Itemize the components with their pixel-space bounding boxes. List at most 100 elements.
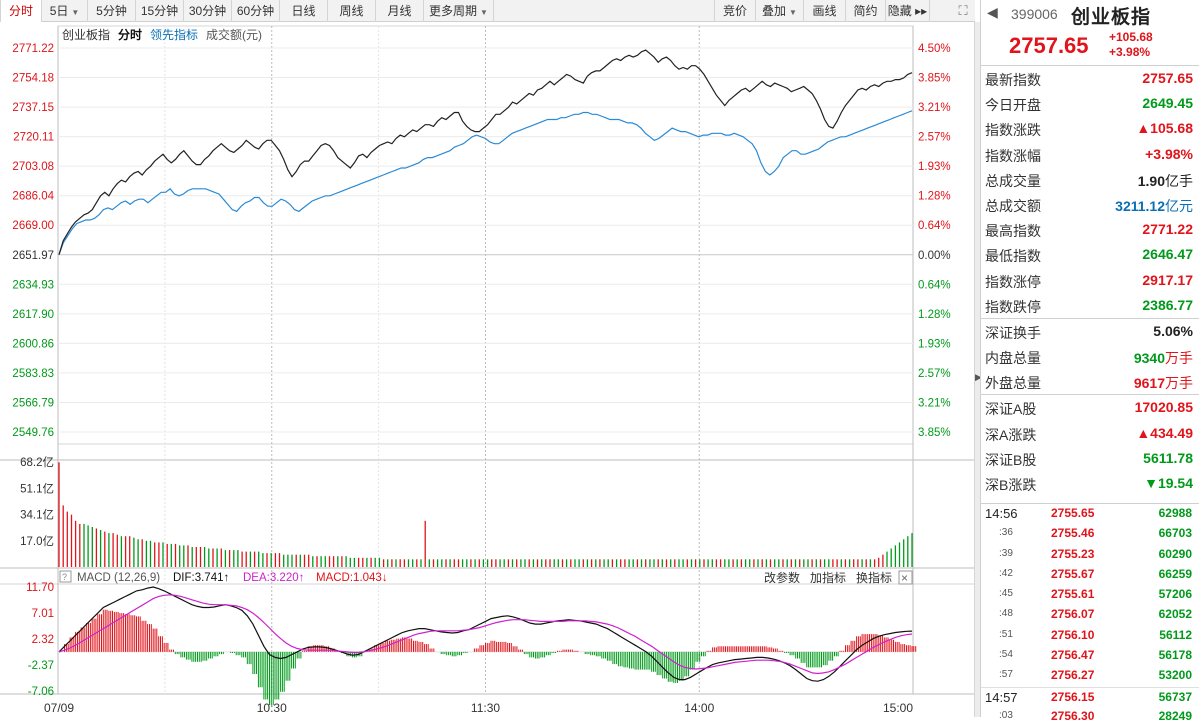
stat-label: 今日开盘	[985, 97, 1041, 114]
dif-line	[58, 586, 913, 682]
period-tab-3[interactable]: 15分钟	[136, 0, 184, 22]
stat-label: 深A涨跌	[985, 426, 1037, 443]
period-tab-8[interactable]: 月线	[376, 0, 424, 22]
fullscreen-icon[interactable]: ⛶	[958, 3, 968, 18]
macd-settings-icon[interactable]	[59, 570, 72, 583]
period-tab-5[interactable]: 60分钟	[232, 0, 280, 22]
turnover-stats: 深证换手 5.06% 内盘总量 9340万手 外盘总量 9617万手	[981, 317, 1199, 395]
macd-switch-indicator-button[interactable]: 换指标	[856, 570, 892, 585]
stat-row: 今日开盘 2649.45	[981, 91, 1199, 116]
time-tick: 14:00	[684, 701, 714, 715]
stat-number: 5611.78	[1143, 449, 1193, 466]
stat-value: 2386.77	[1142, 297, 1193, 313]
tool-button-3[interactable]: 简约	[846, 0, 886, 22]
tool-button-4[interactable]: 隐藏 ▸▸	[886, 0, 930, 22]
price-tick: 2651.97	[12, 250, 54, 262]
stat-label: 总成交额	[985, 197, 1041, 214]
tool-button-label: 画线	[812, 4, 837, 18]
stat-unit: 万手	[1165, 350, 1193, 367]
stat-label: 最低指数	[985, 248, 1041, 265]
stat-row: 总成交量 1.90亿手	[981, 167, 1199, 192]
stat-number: 2649.45	[1142, 95, 1193, 112]
tool-button-1[interactable]: 叠加 ▼	[756, 0, 804, 22]
tool-button-label: 叠加	[762, 4, 787, 18]
stat-row: 总成交额 3211.12亿元	[981, 192, 1199, 217]
tick-volume: 60290	[1158, 546, 1192, 561]
macd-tick: 7.01	[32, 608, 54, 620]
stat-number: +3.98%	[1145, 145, 1193, 162]
macd-settings-icon-glyph: ?	[62, 572, 67, 582]
tick-price: 2755.61	[1051, 587, 1095, 602]
prev-arrow-icon[interactable]: ◀	[987, 4, 998, 20]
stat-label: 深证B股	[985, 451, 1037, 468]
quote-header: ◀ 399006 创业板指 2757.65 +105.68 +3.98%	[981, 0, 1199, 66]
stat-number: ▲105.68	[1136, 120, 1193, 137]
tick-list[interactable]: 14:56 2755.65 62988:36 2755.46 66703:39 2755.…	[981, 503, 1199, 727]
time-tick: 10:30	[257, 701, 287, 715]
price-tick: 2686.04	[12, 191, 54, 203]
tick-row: :45 2755.61 57206	[981, 585, 1199, 605]
macd-add-indicator-button[interactable]: 加指标	[810, 570, 846, 585]
stat-value: ▲434.49	[1136, 425, 1193, 441]
stat-value: 9617万手	[1134, 373, 1193, 393]
stat-number: 3211.12	[1115, 197, 1165, 214]
tick-row: :57 2756.27 53200	[981, 666, 1199, 686]
intraday-chart[interactable]: 2771.22 4.50% 2754.18 3.85% 2737.15 3.21% 2720…	[0, 22, 974, 717]
percent-tick: 3.85%	[918, 427, 951, 439]
side-panel-toggle[interactable]: ▶	[974, 22, 982, 717]
volume-tick: 34.1亿	[20, 509, 54, 522]
tick-price: 2756.07	[1051, 607, 1095, 622]
stat-value: 5611.78	[1143, 450, 1193, 466]
index-code: 399006	[1011, 6, 1058, 22]
tick-row: :48 2756.07 62052	[981, 605, 1199, 625]
percent-tick: 1.28%	[918, 191, 951, 203]
volume-tick: 17.0亿	[20, 535, 54, 548]
price-tick: 2720.11	[13, 132, 54, 144]
price-tick: 2634.93	[12, 279, 54, 291]
time-axis: 07/09 10:30 11:30 14:00 15:00	[44, 701, 913, 715]
tick-price: 2755.65	[1051, 506, 1095, 520]
legend-mode: 分时	[118, 27, 142, 42]
stat-row: 指数涨停 2917.17	[981, 268, 1199, 293]
leading-indicator-line	[58, 110, 913, 255]
tool-button-2[interactable]: 画线	[804, 0, 846, 22]
tick-row: :39 2755.23 60290	[981, 545, 1199, 565]
macd-change-params-button[interactable]: 改参数	[764, 570, 800, 585]
tool-button-label: 隐藏 ▸▸	[887, 4, 928, 18]
percent-tick: 0.00%	[918, 250, 951, 262]
period-tab-6[interactable]: 日线	[280, 0, 328, 22]
dea-line	[58, 594, 913, 675]
stat-row: 最低指数 2646.47	[981, 242, 1199, 267]
macd-close-icon-glyph: ×	[901, 571, 908, 585]
tick-row: :42 2755.67 66259	[981, 565, 1199, 585]
tick-time: :45	[999, 588, 1013, 600]
tick-time: :54	[999, 649, 1013, 661]
price-tick: 2549.76	[12, 427, 54, 439]
percent-tick: 3.85%	[918, 73, 951, 85]
tick-price: 2755.23	[1051, 546, 1095, 561]
stat-label: 深证换手	[985, 324, 1041, 341]
macd-close-icon[interactable]	[898, 570, 913, 585]
period-tab-1[interactable]: 5日 ▼	[42, 0, 88, 22]
period-tab-0[interactable]: 分时	[0, 0, 42, 22]
tick-time: :57	[999, 669, 1013, 681]
stat-number: 9617	[1133, 375, 1165, 392]
tick-price: 2756.30	[1051, 708, 1095, 723]
price-tick: 2669.00	[12, 220, 54, 232]
period-tab-9[interactable]: 更多周期 ▼	[424, 0, 494, 22]
dropdown-caret-icon: ▼	[480, 8, 488, 17]
period-tab-7[interactable]: 周线	[328, 0, 376, 22]
last-price: 2757.65	[1009, 33, 1089, 58]
legend-leading-indicator[interactable]: 领先指标	[150, 27, 198, 42]
price-tick: 2703.08	[12, 161, 54, 173]
change-points: +105.68	[1109, 30, 1153, 44]
tool-button-0[interactable]: 竞价	[714, 0, 756, 22]
tick-price: 2756.47	[1051, 648, 1095, 663]
time-tick: 07/09	[44, 701, 74, 715]
period-tab-2[interactable]: 5分钟	[88, 0, 136, 22]
stat-unit: 亿手	[1165, 172, 1193, 189]
period-tab-4[interactable]: 30分钟	[184, 0, 232, 22]
tool-button-label: 简约	[853, 4, 878, 18]
stat-label: 深证A股	[985, 401, 1037, 418]
tick-price: 2756.27	[1051, 668, 1095, 683]
